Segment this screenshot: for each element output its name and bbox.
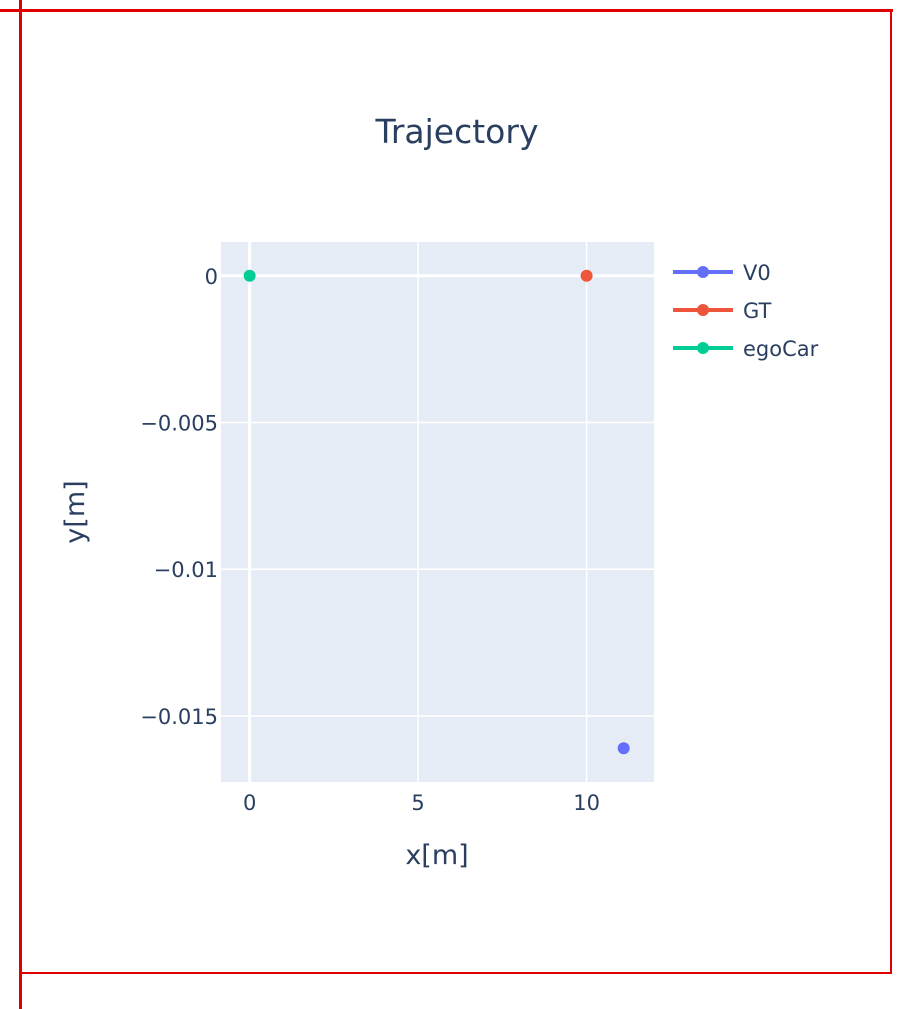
data-points xyxy=(243,269,630,755)
legend-item-gt[interactable]: GT xyxy=(673,299,772,323)
x-tick-label: 10 xyxy=(573,791,600,815)
legend-label: egoCar xyxy=(743,337,819,361)
y-tick-label: 0 xyxy=(205,265,218,289)
frame-top-border xyxy=(0,9,893,12)
x-tick-label: 5 xyxy=(411,791,424,815)
legend-item-egocar[interactable]: egoCar xyxy=(673,337,819,361)
legend-item-v0[interactable]: V0 xyxy=(673,261,771,285)
y-tick-labels: 0 −0.005 −0.01 −0.015 xyxy=(140,265,218,729)
legend-marker xyxy=(697,304,709,316)
legend-label: GT xyxy=(743,299,772,323)
plot-area xyxy=(221,242,654,782)
legend-label: V0 xyxy=(743,261,771,285)
point-gt[interactable] xyxy=(580,269,593,282)
x-tick-labels: 0 5 10 xyxy=(243,791,600,815)
legend-marker xyxy=(697,266,709,278)
y-tick-label: −0.005 xyxy=(140,411,218,435)
x-tick-label: 0 xyxy=(243,791,256,815)
y-axis-title: y[m] xyxy=(60,480,91,543)
y-tick-label: −0.015 xyxy=(140,705,218,729)
y-tick-label: −0.01 xyxy=(154,558,218,582)
chart-title: Trajectory xyxy=(375,112,539,151)
point-v0[interactable] xyxy=(617,742,630,755)
legend-marker xyxy=(697,342,709,354)
point-egocar[interactable] xyxy=(243,269,256,282)
x-axis-title: x[m] xyxy=(405,840,468,871)
chart-frame xyxy=(22,12,892,974)
frame-left-border xyxy=(19,0,22,1009)
legend[interactable]: V0 GT egoCar xyxy=(673,261,819,361)
